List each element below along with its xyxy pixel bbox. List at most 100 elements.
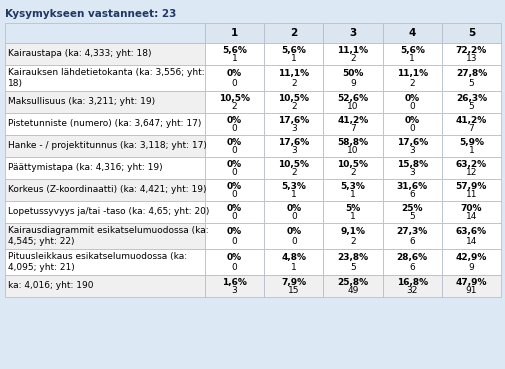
Text: 27,8%: 27,8% <box>455 69 486 78</box>
Bar <box>5 23 205 43</box>
Text: 63,6%: 63,6% <box>455 227 486 236</box>
Text: 72,2%: 72,2% <box>455 46 486 55</box>
Text: 25,8%: 25,8% <box>337 278 368 287</box>
Bar <box>323 249 382 275</box>
Text: Kairauksen lähdetietokanta (ka: 3,556; yht:
18): Kairauksen lähdetietokanta (ka: 3,556; y… <box>8 68 204 88</box>
Text: 0: 0 <box>231 124 237 133</box>
Bar <box>264 249 323 275</box>
Text: 15: 15 <box>287 286 299 295</box>
Bar <box>382 135 441 157</box>
Text: 5: 5 <box>468 79 473 88</box>
Text: 5,6%: 5,6% <box>281 46 306 55</box>
Bar <box>205 223 264 249</box>
Bar <box>382 43 441 65</box>
Text: 0: 0 <box>409 102 414 111</box>
Text: 0%: 0% <box>227 182 242 191</box>
Text: 3: 3 <box>290 146 296 155</box>
Bar <box>441 201 500 223</box>
Text: 0: 0 <box>409 124 414 133</box>
Bar <box>323 179 382 201</box>
Bar <box>5 43 205 65</box>
Bar <box>264 113 323 135</box>
Bar <box>382 65 441 91</box>
Text: 3: 3 <box>409 168 414 177</box>
Text: 52,6%: 52,6% <box>337 94 368 103</box>
Text: 9: 9 <box>468 263 473 272</box>
Bar <box>264 135 323 157</box>
Bar <box>205 43 264 65</box>
Bar <box>264 275 323 297</box>
Text: 0: 0 <box>231 212 237 221</box>
Bar <box>205 157 264 179</box>
Bar <box>441 275 500 297</box>
Bar <box>382 23 441 43</box>
Text: 2: 2 <box>290 79 296 88</box>
Text: Lopetussyvyys ja/tai -taso (ka: 4,65; yht: 20): Lopetussyvyys ja/tai -taso (ka: 4,65; yh… <box>8 207 209 217</box>
Bar <box>441 91 500 113</box>
Text: 14: 14 <box>465 237 476 246</box>
Bar <box>5 113 205 135</box>
Text: 0: 0 <box>231 79 237 88</box>
Text: 2: 2 <box>289 28 297 38</box>
Text: 11: 11 <box>465 190 476 199</box>
Text: 9,1%: 9,1% <box>340 227 365 236</box>
Text: 5,9%: 5,9% <box>458 138 483 147</box>
Text: 0: 0 <box>231 190 237 199</box>
Text: 14: 14 <box>465 212 476 221</box>
Text: 32: 32 <box>406 286 417 295</box>
Text: Pistetunniste (numero) (ka: 3,647; yht: 17): Pistetunniste (numero) (ka: 3,647; yht: … <box>8 120 201 128</box>
Text: 0%: 0% <box>227 204 242 213</box>
Text: 26,3%: 26,3% <box>455 94 486 103</box>
Bar <box>264 179 323 201</box>
Text: 0: 0 <box>231 263 237 272</box>
Text: 49: 49 <box>346 286 358 295</box>
Text: 0: 0 <box>231 146 237 155</box>
Bar <box>5 223 205 249</box>
Text: 0%: 0% <box>404 116 419 125</box>
Text: 1,6%: 1,6% <box>222 278 246 287</box>
Bar <box>264 91 323 113</box>
Bar <box>323 43 382 65</box>
Bar <box>382 157 441 179</box>
Bar <box>441 23 500 43</box>
Text: 3: 3 <box>409 146 414 155</box>
Text: 2: 2 <box>290 168 296 177</box>
Bar <box>264 201 323 223</box>
Bar <box>205 23 264 43</box>
Text: 0%: 0% <box>227 69 242 78</box>
Text: 47,9%: 47,9% <box>454 278 486 287</box>
Bar <box>205 249 264 275</box>
Text: 28,6%: 28,6% <box>396 253 427 262</box>
Bar <box>323 91 382 113</box>
Text: Hanke - / projektitunnus (ka: 3,118; yht: 17): Hanke - / projektitunnus (ka: 3,118; yht… <box>8 141 207 151</box>
Text: 2: 2 <box>231 102 237 111</box>
Text: 5: 5 <box>468 102 473 111</box>
Text: Pituusleikkaus esikatselumuodossa (ka:
4,095; yht: 21): Pituusleikkaus esikatselumuodossa (ka: 4… <box>8 252 187 272</box>
Text: 70%: 70% <box>460 204 481 213</box>
Bar <box>264 157 323 179</box>
Bar <box>264 43 323 65</box>
Text: 5,3%: 5,3% <box>281 182 306 191</box>
Bar <box>323 157 382 179</box>
Bar <box>264 65 323 91</box>
Bar <box>323 23 382 43</box>
Bar <box>323 65 382 91</box>
Text: 10: 10 <box>346 102 358 111</box>
Text: 1: 1 <box>349 212 355 221</box>
Bar <box>205 275 264 297</box>
Bar <box>441 113 500 135</box>
Text: 0%: 0% <box>227 253 242 262</box>
Text: 41,2%: 41,2% <box>337 116 368 125</box>
Text: 2: 2 <box>409 79 414 88</box>
Bar <box>264 23 323 43</box>
Text: 25%: 25% <box>400 204 422 213</box>
Text: Päättymistapa (ka: 4,316; yht: 19): Päättymistapa (ka: 4,316; yht: 19) <box>8 163 162 172</box>
Text: 2: 2 <box>349 54 355 63</box>
Bar <box>441 65 500 91</box>
Text: 16,8%: 16,8% <box>396 278 427 287</box>
Text: 11,1%: 11,1% <box>396 69 427 78</box>
Bar <box>5 201 205 223</box>
Text: 0%: 0% <box>227 116 242 125</box>
Bar <box>5 179 205 201</box>
Bar <box>5 91 205 113</box>
